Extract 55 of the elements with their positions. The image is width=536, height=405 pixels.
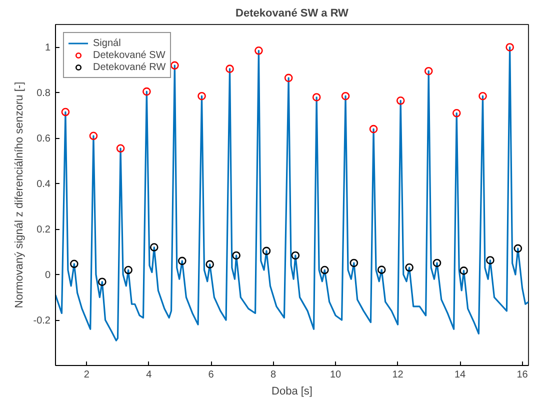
point <box>98 278 106 286</box>
chart-title: Detekované SW a RW <box>236 8 350 20</box>
y-tick-label: 1 <box>44 42 51 54</box>
point <box>320 266 329 274</box>
point <box>206 260 214 268</box>
point <box>424 66 433 76</box>
point <box>486 256 494 264</box>
x-tick-label: 12 <box>392 370 404 380</box>
x-tick-label: 8 <box>270 370 277 380</box>
point <box>369 124 378 134</box>
point <box>226 64 234 73</box>
point <box>124 266 132 274</box>
point <box>396 96 405 105</box>
point <box>61 108 70 116</box>
y-axis-title: Normovaný signál z diferenciálního senzoru [-] <box>13 82 26 308</box>
point <box>291 251 300 260</box>
y-tick-label: 0.6 <box>36 134 51 145</box>
y-tick-label: 0.2 <box>36 224 51 236</box>
x-tick-label: 4 <box>146 370 152 380</box>
y-tick-label: 0.8 <box>36 88 51 100</box>
x-tick-label: 16 <box>516 370 528 380</box>
x-tick-label: 2 <box>84 370 90 380</box>
x-tick-label: 10 <box>330 370 342 380</box>
point <box>284 74 293 82</box>
point <box>170 61 179 70</box>
point <box>341 92 350 100</box>
legend-label: Detekované SW <box>93 49 166 61</box>
point <box>377 266 386 274</box>
point <box>350 258 358 268</box>
point <box>405 263 414 272</box>
point <box>460 266 468 275</box>
point <box>514 244 522 253</box>
x-tick-label: 14 <box>454 370 466 380</box>
y-tick-label: -0.2 <box>33 316 51 327</box>
legend-label: Detekované RW <box>93 61 166 73</box>
point <box>506 43 514 52</box>
point <box>142 87 151 96</box>
point <box>70 260 78 268</box>
x-axis-title: Doba [s] <box>272 386 312 398</box>
point <box>478 92 487 100</box>
x-tick-label: 6 <box>208 370 214 380</box>
y-tick-label: 0.4 <box>36 179 51 190</box>
point <box>254 46 263 55</box>
point <box>452 109 461 118</box>
point <box>89 132 98 140</box>
point <box>116 144 125 153</box>
y-tick-label: 0 <box>44 270 51 282</box>
point <box>150 243 158 252</box>
point <box>432 258 442 268</box>
point <box>178 256 186 266</box>
point <box>312 93 321 102</box>
legend-label: Signál <box>93 37 121 49</box>
point <box>232 251 240 260</box>
point <box>262 246 271 256</box>
point <box>198 92 206 100</box>
